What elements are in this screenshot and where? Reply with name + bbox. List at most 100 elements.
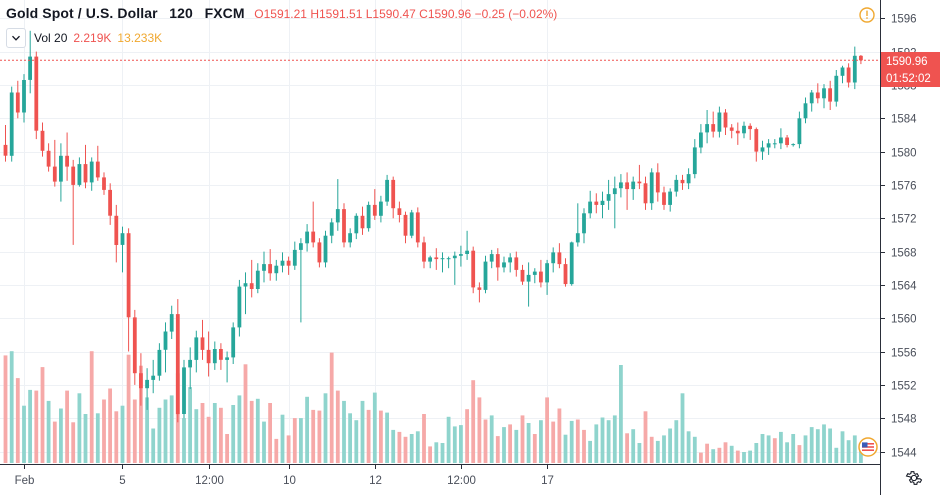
candle-body <box>323 235 328 263</box>
candle-body <box>551 252 556 264</box>
candle-body <box>280 260 285 266</box>
candle-body <box>311 231 316 243</box>
low-value: 1590.47 <box>372 7 416 21</box>
close-label: C <box>419 7 428 21</box>
volume-bar <box>126 354 131 463</box>
candle <box>619 174 623 198</box>
candle-body <box>434 257 439 260</box>
candle-body <box>194 337 199 360</box>
bar-countdown: 01:52:02 <box>886 73 931 85</box>
candle <box>342 203 346 248</box>
high-value: 1591.51 <box>319 7 363 21</box>
candle-body <box>3 144 8 156</box>
candle <box>637 164 642 190</box>
volume-bar <box>735 450 740 463</box>
candle <box>834 70 839 107</box>
symbol-title[interactable]: Gold Spot / U.S. Dollar <box>6 5 158 21</box>
candle <box>169 305 174 339</box>
volume-bar <box>569 420 574 463</box>
candle-body <box>514 257 519 270</box>
candle <box>551 247 556 273</box>
candle-body <box>852 55 857 83</box>
candle-body <box>772 143 777 145</box>
candle <box>729 124 734 139</box>
volume-bar <box>9 351 14 463</box>
volume-bar <box>477 397 482 463</box>
volume-bar <box>114 411 119 464</box>
candle-body <box>335 209 340 223</box>
volume-indicator-name[interactable]: Vol 20 <box>34 31 68 45</box>
volume-bar <box>557 408 562 463</box>
volume-bar <box>655 440 660 463</box>
candle-body <box>132 317 137 374</box>
volume-bar <box>292 418 297 463</box>
candle-body <box>151 375 156 380</box>
candle <box>846 63 851 88</box>
price-tick-label: 1544 <box>891 448 917 460</box>
gear-icon[interactable] <box>905 469 923 487</box>
volume-bar <box>637 443 642 463</box>
volume-bar <box>120 405 125 463</box>
candle-body <box>95 161 100 178</box>
candle-body <box>655 172 660 193</box>
candle <box>723 109 728 135</box>
candle-body <box>754 129 759 152</box>
volume-bar <box>169 395 174 463</box>
collapse-legend-button[interactable] <box>6 28 26 48</box>
candle <box>668 188 672 212</box>
candle <box>225 351 229 383</box>
candle-body <box>188 359 192 368</box>
candle-body <box>803 103 808 119</box>
volume-bar <box>539 420 543 463</box>
candle-body <box>120 233 125 245</box>
candle <box>520 264 525 285</box>
volume-bar <box>594 424 599 463</box>
volume-bar <box>514 429 519 463</box>
us-flag-icon[interactable] <box>858 437 878 457</box>
candle-body <box>779 137 783 144</box>
volume-bar <box>409 434 414 463</box>
candle-body <box>742 125 746 134</box>
candle-body <box>508 257 512 263</box>
candle-body <box>766 143 771 148</box>
candle <box>139 353 143 406</box>
candle-body <box>834 75 839 102</box>
volume-bar <box>52 421 57 463</box>
volume-bar <box>22 405 26 463</box>
volume-bar <box>354 420 359 463</box>
price-tick-label: 1548 <box>891 414 917 426</box>
candle <box>77 157 82 187</box>
candle-body <box>674 179 679 192</box>
volume-bar <box>612 415 617 463</box>
candle <box>674 174 679 197</box>
candle-body <box>606 194 611 201</box>
candle-body <box>588 201 592 214</box>
candle-body <box>22 80 26 113</box>
candle <box>219 343 223 370</box>
candle-body <box>397 208 402 215</box>
volume-bar <box>299 418 303 463</box>
volume-bar <box>459 425 463 464</box>
candle-body <box>157 349 162 376</box>
candle <box>255 263 260 294</box>
candle <box>274 259 279 281</box>
low-label: L <box>365 7 373 21</box>
price-tick-label: 1580 <box>891 148 917 160</box>
candle <box>699 124 703 154</box>
candle-body <box>212 349 217 364</box>
candle-body <box>169 314 174 332</box>
volume-bar <box>809 427 814 463</box>
candle <box>489 249 494 269</box>
volume-bar <box>619 365 623 463</box>
candle <box>526 262 531 307</box>
volume-bar <box>348 413 352 463</box>
candle <box>329 218 334 244</box>
interval-label[interactable]: 120 <box>169 5 193 21</box>
chart-grid <box>0 0 880 464</box>
warning-icon[interactable] <box>859 7 875 23</box>
candle <box>175 299 180 423</box>
candle <box>649 168 654 210</box>
volume-bar <box>822 424 826 463</box>
candle-body <box>354 215 359 234</box>
